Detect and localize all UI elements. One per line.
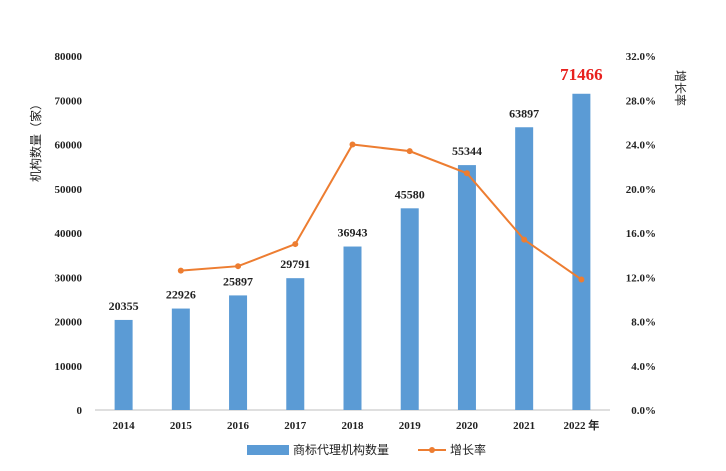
bar <box>572 93 591 411</box>
line-point <box>349 141 356 148</box>
line-point <box>177 267 184 274</box>
y2-tick-label: 32.0% <box>626 51 656 63</box>
y-tick-label: 40000 <box>55 228 83 240</box>
line-point <box>406 148 413 155</box>
y-axis-title: 机构数量（家） <box>28 98 43 182</box>
x-tick-label: 2016 <box>227 420 250 432</box>
bar <box>457 165 476 410</box>
x-tick-label: 2014 <box>113 420 136 432</box>
bar <box>400 208 419 410</box>
y2-tick-label: 4.0% <box>631 361 656 373</box>
bar <box>229 295 248 410</box>
line-point <box>578 276 585 283</box>
line-point <box>463 170 470 177</box>
y-tick-label: 30000 <box>55 272 83 284</box>
data-label: 29791 <box>280 257 310 271</box>
data-label: 45580 <box>395 187 425 201</box>
y-tick-label: 80000 <box>55 51 83 63</box>
legend: 商标代理机构数量 增长率 <box>247 442 486 457</box>
legend-label-bar: 商标代理机构数量 <box>293 442 389 457</box>
legend-swatch-bar <box>247 445 289 455</box>
bar <box>343 246 362 410</box>
x-tick-label: 2017 <box>284 420 307 432</box>
data-label: 55344 <box>452 144 482 158</box>
x-tick-label: 2020 <box>456 420 479 432</box>
y2-axis-title: 增长率 <box>673 70 688 106</box>
x-tick-label: 2015 <box>170 420 193 432</box>
y2-tick-label: 8.0% <box>631 317 656 329</box>
data-label: 36943 <box>338 226 368 240</box>
y-tick-label: 20000 <box>55 317 83 329</box>
line-series <box>177 141 585 283</box>
x-tick-label: 2019 <box>399 420 422 432</box>
data-label: 63897 <box>509 106 539 120</box>
y2-tick-label: 12.0% <box>626 272 656 284</box>
bar <box>114 319 133 410</box>
line-point <box>521 236 528 243</box>
legend-swatch-marker <box>429 447 435 453</box>
y2-tick-label: 20.0% <box>626 184 656 196</box>
y2-tick-label: 0.0% <box>631 405 656 417</box>
data-labels: 20355 22926 25897 29791 36943 45580 55344 63897… <box>109 65 603 313</box>
data-label: 71466 <box>560 65 603 84</box>
bar <box>286 278 305 410</box>
y-tick-label: 50000 <box>55 184 83 196</box>
line-point <box>235 263 242 270</box>
y2-tick-label: 24.0% <box>626 140 656 152</box>
bar <box>515 127 534 411</box>
x-tick-label: 2018 <box>342 420 365 432</box>
bar <box>171 308 190 410</box>
y-tick-label: 60000 <box>55 140 83 152</box>
data-label: 22926 <box>166 288 196 302</box>
data-label: 20355 <box>109 299 139 313</box>
growth-rate-line <box>180 143 582 281</box>
line-point <box>292 241 299 248</box>
y-tick-label: 70000 <box>55 95 83 107</box>
y-axis-ticks: 0 10000 20000 30000 40000 50000 60000 70000 8000… <box>55 51 83 417</box>
legend-label-line: 增长率 <box>450 442 486 457</box>
data-label: 25897 <box>223 274 253 288</box>
y2-tick-label: 16.0% <box>626 228 656 240</box>
y2-axis-ticks: 0.0% 4.0% 8.0% 12.0% 16.0% 20.0% 24.0% 28.0% 32.… <box>626 51 656 417</box>
bar-series <box>114 93 591 411</box>
y-tick-label: 0 <box>77 405 83 417</box>
y2-tick-label: 28.0% <box>626 95 656 107</box>
x-tick-label: 2022 年 <box>564 418 600 432</box>
x-tick-label: 2021 <box>513 420 535 432</box>
x-axis-ticks: 2014 2015 2016 2017 2018 2019 2020 2021 2022 年 <box>113 418 600 432</box>
y-tick-label: 10000 <box>55 361 83 373</box>
